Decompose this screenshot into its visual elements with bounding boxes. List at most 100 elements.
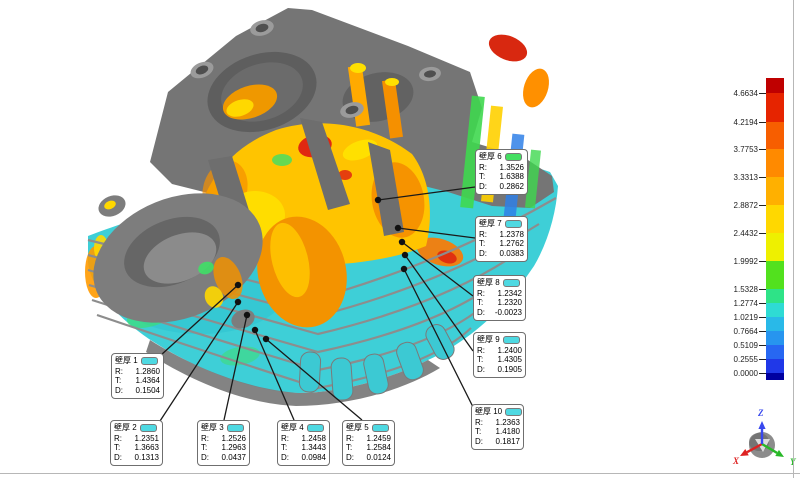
callout-title: 壁厚 5 [346,423,391,433]
row-value: 1.2459 [366,433,391,443]
callout-title: 壁厚 7 [479,219,524,229]
callout-label: 壁厚 1 [115,356,138,365]
callout-row: R: 1.3526 [479,163,524,173]
callout-label: 壁厚 8 [477,278,500,287]
callout-label: 壁厚 6 [479,152,502,161]
row-key: R: [477,288,485,298]
colorbar-segment [766,93,784,122]
colorbar-value-label: 2.8872 [733,200,758,210]
colorbar-value-label: 1.9992 [733,256,758,266]
measurement-point[interactable] [251,326,259,334]
measurement-point[interactable] [234,298,242,306]
callout-box[interactable]: 壁厚 5 R: 1.2459 T: 1.2584 D: 0.0124 [342,420,395,466]
colorbar-tick [759,122,766,123]
colorbar-tick [759,303,766,304]
callout-row: R: 1.2526 [201,434,246,444]
row-key: D: [479,181,487,191]
row-key: R: [479,229,487,239]
row-key: T: [479,172,486,181]
row-key: R: [475,417,483,427]
row-value: 1.4364 [135,376,160,385]
callout-title: 壁厚 10 [475,407,523,417]
callout-box[interactable]: 壁厚 9 R: 1.2400 T: 1.4305 D: 0.1905 [473,332,526,378]
row-key: R: [281,433,289,443]
row-key: D: [346,452,354,462]
callout-row: D: 0.0437 [201,453,246,463]
leader-line [377,186,476,201]
row-value: 0.0124 [366,452,391,462]
callout-row: T: 1.2963 [201,443,246,453]
callout-label: 壁厚 5 [346,423,369,432]
callout-row: T: 1.3443 [281,443,326,453]
callout-box[interactable]: 壁厚 2 R: 1.2351 T: 1.3663 D: 0.1313 [110,420,163,466]
model-body [85,8,558,406]
callout-row: T: 1.4364 [115,376,160,386]
row-key: R: [114,433,122,443]
measurement-point[interactable] [374,196,382,204]
callout-row: T: 1.6388 [479,172,524,182]
row-key: R: [115,366,123,376]
callout-box[interactable]: 壁厚 7 R: 1.2378 T: 1.2762 D: 0.0383 [475,216,528,262]
row-value: 1.3443 [301,443,326,452]
row-value: 1.2363 [495,417,520,427]
row-value: 0.1313 [134,452,159,462]
callout-box[interactable]: 壁厚 8 R: 1.2342 T: 1.2320 D: -0.0023 [473,275,526,321]
bolt-holes [190,20,441,118]
measurement-point[interactable] [262,335,270,343]
row-key: T: [115,376,122,385]
callout-box[interactable]: 壁厚 4 R: 1.2458 T: 1.3443 D: 0.0984 [277,420,330,466]
colorbar-value-label: 3.3313 [733,172,758,182]
measurement-point[interactable] [400,265,408,273]
callout-row: R: 1.2378 [479,230,524,240]
colorbar-value-label: 0.7664 [733,326,758,336]
row-key: T: [477,355,484,364]
leader-line [397,227,476,239]
callout-box[interactable]: 壁厚 6 R: 1.3526 T: 1.6388 D: 0.2862 [475,149,528,195]
callout-row: T: 1.3663 [114,443,159,453]
measurement-point[interactable] [401,251,409,259]
colorbar-value-label: 0.0000 [733,368,758,378]
row-value: -0.0023 [494,307,522,317]
row-value: 0.1817 [495,436,520,446]
row-key: D: [115,385,123,395]
colorbar-tick [759,149,766,150]
row-value: 0.2862 [499,181,524,191]
row-value: 1.2378 [499,229,524,239]
leader-line [223,314,248,421]
row-key: T: [114,443,121,452]
callout-label: 壁厚 4 [281,423,304,432]
callout-title: 壁厚 2 [114,423,159,433]
leader-line [265,338,363,421]
measurement-point[interactable] [398,238,406,246]
row-value: 1.2351 [134,433,159,443]
row-value: 1.2400 [497,345,522,355]
row-key: R: [477,345,485,355]
callout-label: 壁厚 2 [114,423,137,432]
row-value: 1.2963 [221,443,246,452]
measurement-point[interactable] [234,281,242,289]
colorbar-segment [766,78,784,93]
callout-row: D: 0.1504 [115,386,160,396]
callout-box[interactable]: 壁厚 10 R: 1.2363 T: 1.4180 D: 0.1817 [471,404,524,450]
viewport-right-border [793,0,794,478]
thickness-swatch [502,278,520,287]
colorbar-value-label: 1.0219 [733,312,758,322]
callout-row: R: 1.2342 [477,289,522,299]
callout-row: D: 0.0124 [346,453,391,463]
measurement-point[interactable] [243,311,251,319]
callout-row: R: 1.2459 [346,434,391,444]
callout-row: T: 1.2584 [346,443,391,453]
colorbar-tick [759,345,766,346]
measurement-point[interactable] [394,224,402,232]
callout-box[interactable]: 壁厚 1 R: 1.2860 T: 1.4364 D: 0.1504 [111,353,164,399]
callout-label: 壁厚 3 [201,423,224,432]
leader-lines [159,186,476,422]
colorbar-tick [759,93,766,94]
callout-label: 壁厚 10 [475,407,503,416]
callout-box[interactable]: 壁厚 3 R: 1.2526 T: 1.2963 D: 0.0437 [197,420,250,466]
row-key: R: [201,433,209,443]
callout-row: R: 1.2351 [114,434,159,444]
row-key: T: [475,427,482,436]
colorbar-segment [766,303,784,317]
